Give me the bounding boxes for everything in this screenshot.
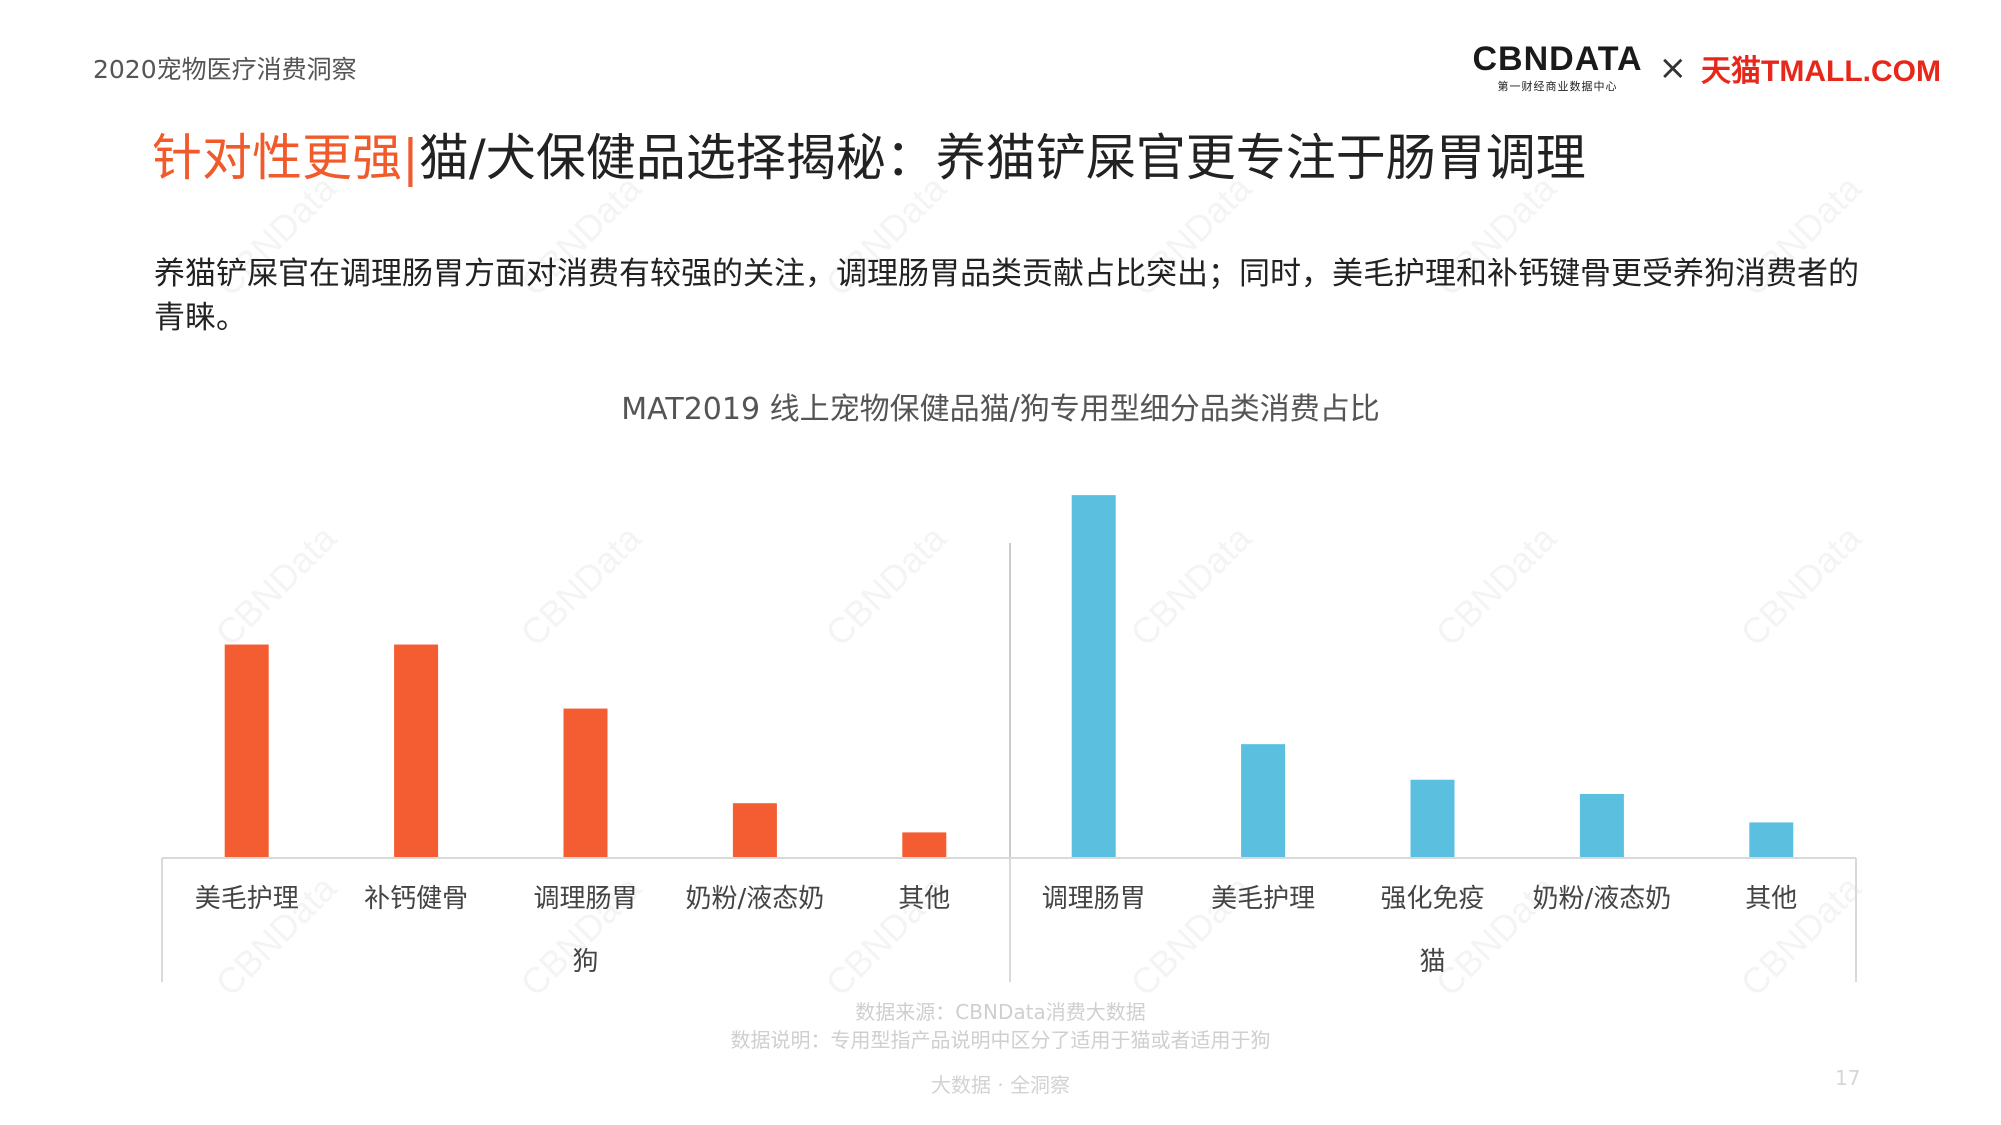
logo-separator: × <box>1658 48 1688 88</box>
chart-title: MAT2019 线上宠物保健品猫/狗专用型细分品类消费占比 <box>621 392 1380 427</box>
cbndata-logo-subtitle: 第一财经商业数据中心 <box>1497 80 1618 93</box>
category-label: 奶粉/液态奶 <box>1533 884 1672 914</box>
bar <box>224 644 269 858</box>
bar <box>1749 822 1794 858</box>
group-label: 狗 <box>572 947 598 977</box>
bar <box>563 708 608 858</box>
category-label: 调理肠胃 <box>1042 884 1146 914</box>
category-label: 强化免疫 <box>1380 884 1484 914</box>
data-source-note: 数据来源：CBNData消费大数据 数据说明：专用型指产品说明中区分了适用于猫或… <box>0 998 2001 1054</box>
category-label: 美毛护理 <box>195 884 299 914</box>
page-headline: 针对性更强|猫/犬保健品选择揭秘：养猫铲屎官更专注于肠胃调理 <box>152 128 1586 188</box>
headline-accent: 针对性更强 <box>152 129 402 187</box>
category-label: 美毛护理 <box>1211 884 1315 914</box>
footer-tagline: 大数据 · 全洞察 <box>930 1073 1071 1097</box>
data-explanation: 数据说明：专用型指产品说明中区分了适用于猫或者适用于狗 <box>730 1028 1271 1052</box>
group-label: 猫 <box>1419 947 1445 977</box>
category-label: 奶粉/液态奶 <box>686 884 825 914</box>
category-label: 其他 <box>898 884 950 914</box>
category-label: 补钙健骨 <box>364 884 468 914</box>
bar <box>1071 495 1116 858</box>
data-source: 数据来源：CBNData消费大数据 <box>855 1000 1146 1024</box>
page-description: 养猫铲屎官在调理肠胃方面对消费有较强的关注，调理肠胃品类贡献占比突出；同时，美毛… <box>154 256 1859 336</box>
headline-separator: | <box>402 129 419 187</box>
page-number: 17 <box>1835 1066 1861 1090</box>
cbndata-logo-text: CBNDATA <box>1472 40 1643 78</box>
brand-logos: CBNDATA 第一财经商业数据中心 × 天猫TMALL.COM <box>1472 38 1941 98</box>
headline-main: 猫/犬保健品选择揭秘：养猫铲屎官更专注于肠胃调理 <box>418 129 1586 187</box>
bar <box>902 832 947 858</box>
cbndata-logo: CBNDATA 第一财经商业数据中心 <box>1472 42 1642 94</box>
report-title: 2020宠物医疗消费洞察 <box>93 55 357 84</box>
bar <box>1579 793 1624 858</box>
tmall-logo: 天猫TMALL.COM <box>1701 55 1941 88</box>
bar <box>732 803 777 858</box>
bar <box>394 644 439 858</box>
bar <box>1241 744 1286 858</box>
bar <box>1410 779 1455 858</box>
category-label: 其他 <box>1745 884 1797 914</box>
category-label: 调理肠胃 <box>533 884 637 914</box>
